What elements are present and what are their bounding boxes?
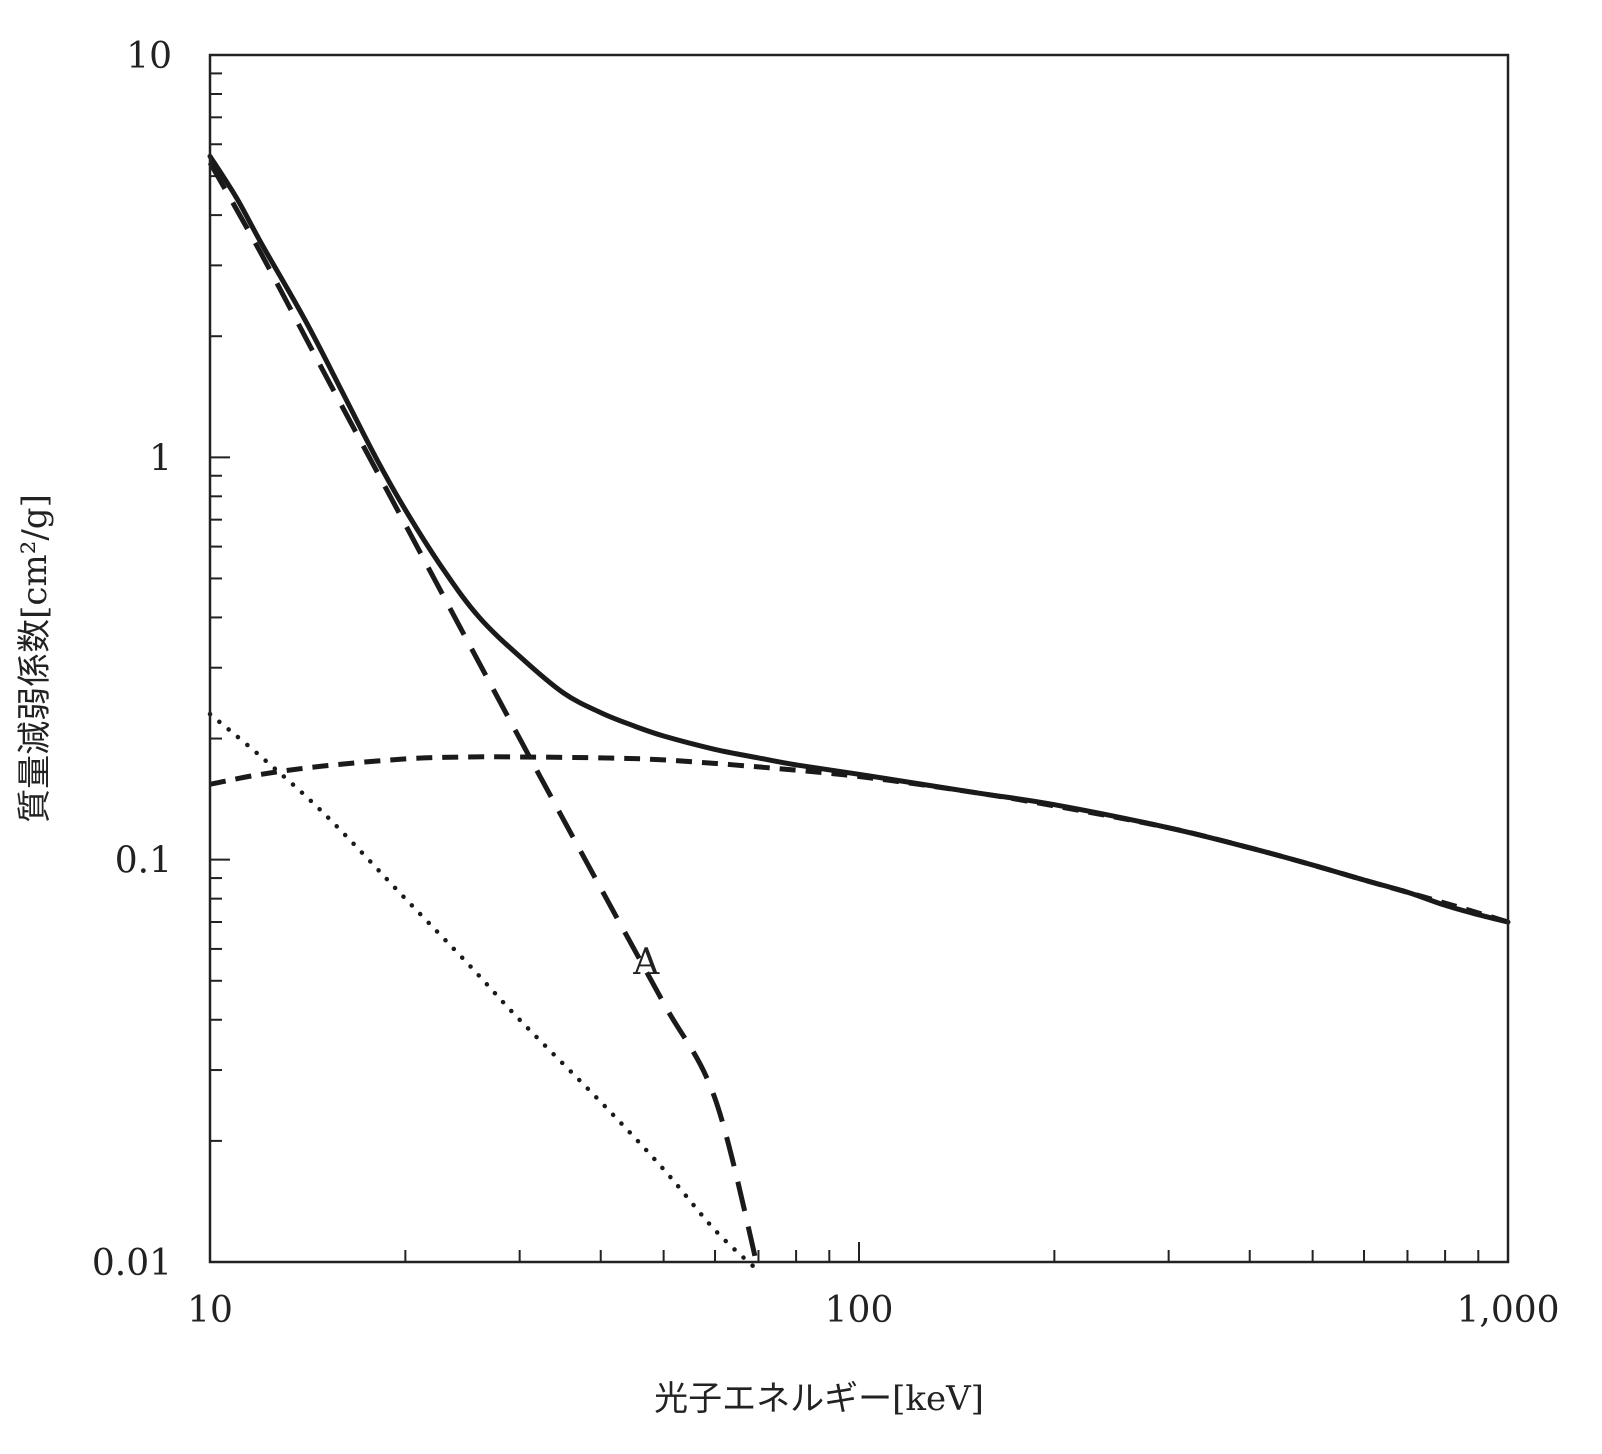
annotation-label: A: [632, 942, 660, 983]
y-tick-label: 1: [149, 438, 172, 479]
x-tick-label: 100: [825, 1290, 894, 1331]
x-tick-labels: 10 100 1,000: [187, 1290, 1559, 1331]
series-line-solid: [207, 153, 1511, 925]
annotations: A: [632, 942, 660, 983]
series-layer: [207, 153, 1511, 1274]
x-minor-ticks: [209, 1242, 1480, 1262]
plot-frame: [208, 53, 1510, 1264]
y-tick-label: 0.1: [115, 841, 172, 882]
y-axis-title: 質量減弱係数[cm²/g]: [15, 494, 55, 823]
x-tick-label: 1,000: [1456, 1290, 1559, 1331]
series-line-long-dash: [207, 161, 761, 1272]
y-tick-label: 10: [126, 36, 172, 77]
series-line-dotted: [207, 711, 761, 1274]
y-tick-labels: 0.01 0.1 1 10: [92, 36, 172, 1284]
series-line-short-dash: [209, 754, 1509, 925]
y-tick-label: 0.01: [92, 1243, 172, 1284]
y-minor-ticks: [210, 72, 230, 1263]
x-axis-title: 光子エネルギー[keV]: [654, 1379, 984, 1419]
x-tick-label: 10: [187, 1290, 233, 1331]
